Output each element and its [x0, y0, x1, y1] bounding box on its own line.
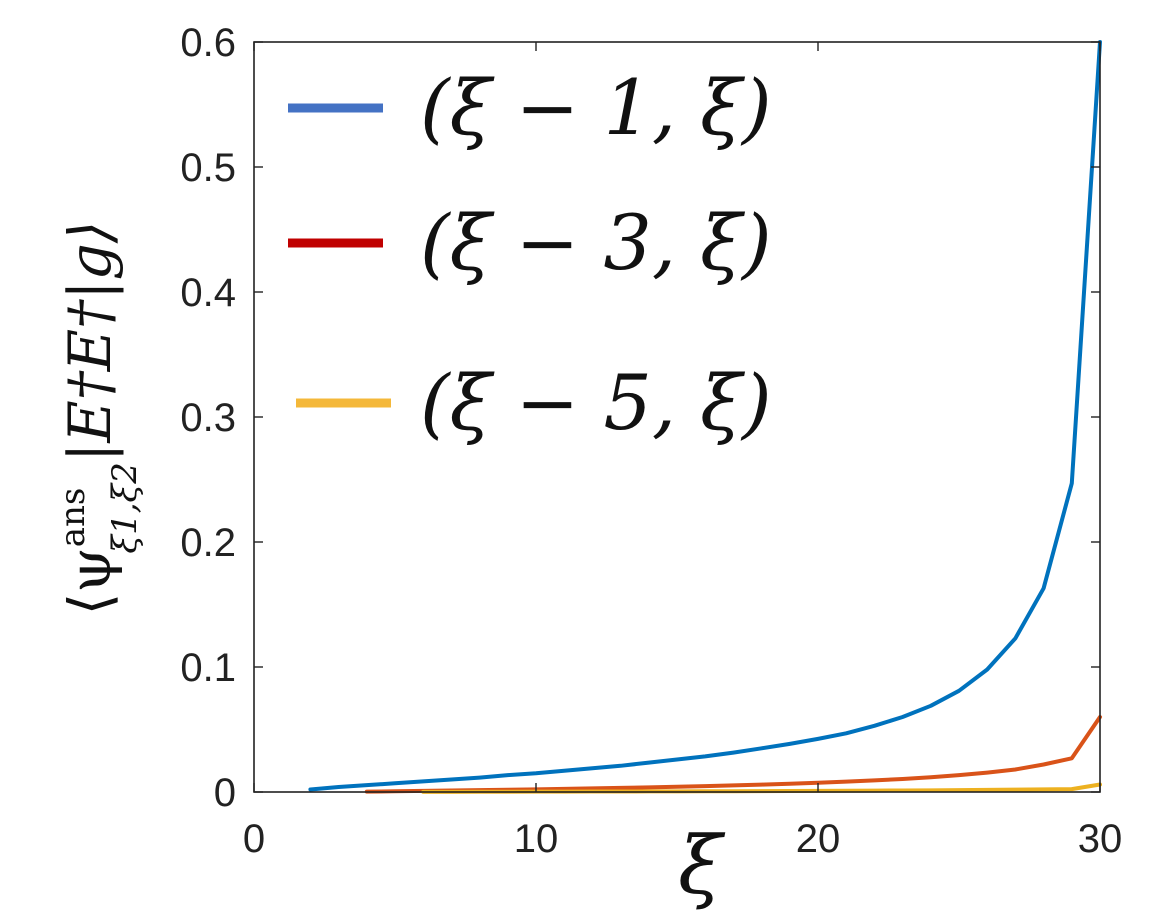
tick-layer: 0 10 20 30 0 0.1 0.2 0.3 0.4 0.5 0.6: [180, 21, 1122, 861]
x-axis-label: ξ: [678, 819, 726, 910]
x-tick-label: 30: [1078, 817, 1123, 861]
x-tick-label: 10: [514, 817, 559, 861]
x-tick-label: 0: [243, 817, 265, 861]
legend-label-2: (ξ − 3, ξ): [420, 198, 772, 287]
y-tick-label: 0: [214, 771, 236, 815]
y-axis-label-subscript: ξ1,ξ2: [105, 462, 145, 554]
y-axis-label-superscript: ans: [53, 488, 93, 548]
y-tick-label: 0.5: [180, 146, 236, 190]
y-tick-label: 0.4: [180, 271, 236, 315]
y-axis-label-bracket: ⟨ψ: [56, 547, 124, 615]
y-tick-label: 0.2: [180, 521, 236, 565]
y-axis-label-operator: |E†E†|g⟩: [56, 221, 124, 463]
legend-label-3: (ξ − 5, ξ): [420, 358, 772, 447]
x-tick-label: 20: [796, 817, 841, 861]
y-tick-label: 0.3: [180, 396, 236, 440]
legend: (ξ − 1, ξ) (ξ − 3, ξ) (ξ − 5, ξ): [288, 63, 772, 447]
y-tick-label: 0.6: [180, 21, 236, 65]
plot-background: [254, 42, 1100, 792]
y-axis-label: ⟨ψans ξ1,ξ2|E†E†|g⟩: [53, 221, 145, 616]
series-line-1: [308, 40, 1102, 792]
y-tick-label: 0.1: [180, 646, 236, 690]
legend-label-1: (ξ − 1, ξ): [420, 63, 772, 152]
